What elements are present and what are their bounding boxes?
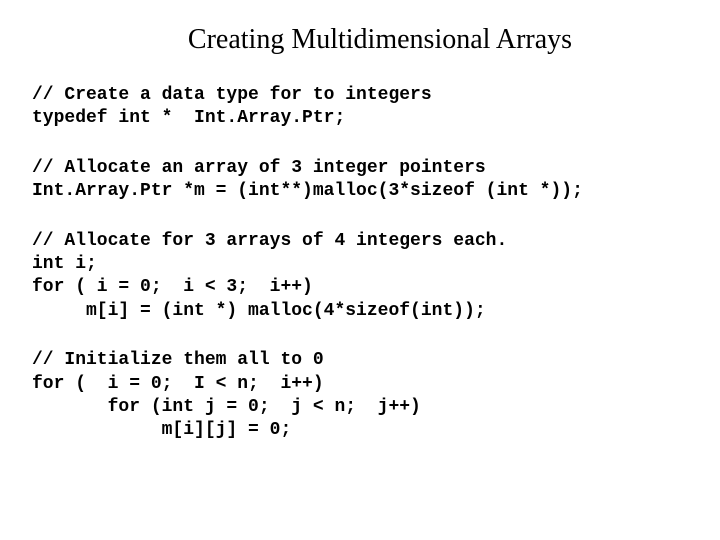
code-block-allocate-arrays: // Allocate for 3 arrays of 4 integers e…: [32, 230, 688, 324]
code-block-typedef: // Create a data type for to integers ty…: [32, 84, 688, 131]
code-line: Int.Array.Ptr *m = (int**)malloc(3*sizeo…: [32, 181, 583, 201]
code-line: m[i] = (int *) malloc(4*sizeof(int));: [32, 301, 486, 321]
code-line: // Allocate for 3 arrays of 4 integers e…: [32, 231, 507, 251]
code-line: for ( i = 0; I < n; i++): [32, 374, 324, 394]
code-block-initialize: // Initialize them all to 0 for ( i = 0;…: [32, 349, 688, 443]
code-block-allocate-pointers: // Allocate an array of 3 integer pointe…: [32, 157, 688, 204]
code-line: // Allocate an array of 3 integer pointe…: [32, 158, 486, 178]
slide-title: Creating Multidimensional Arrays: [72, 24, 688, 56]
code-line: // Create a data type for to integers: [32, 85, 432, 105]
code-line: int i;: [32, 254, 97, 274]
code-line: for (int j = 0; j < n; j++): [32, 397, 421, 417]
code-line: m[i][j] = 0;: [32, 420, 291, 440]
code-line: // Initialize them all to 0: [32, 350, 324, 370]
code-line: typedef int * Int.Array.Ptr;: [32, 108, 345, 128]
code-line: for ( i = 0; i < 3; i++): [32, 277, 313, 297]
